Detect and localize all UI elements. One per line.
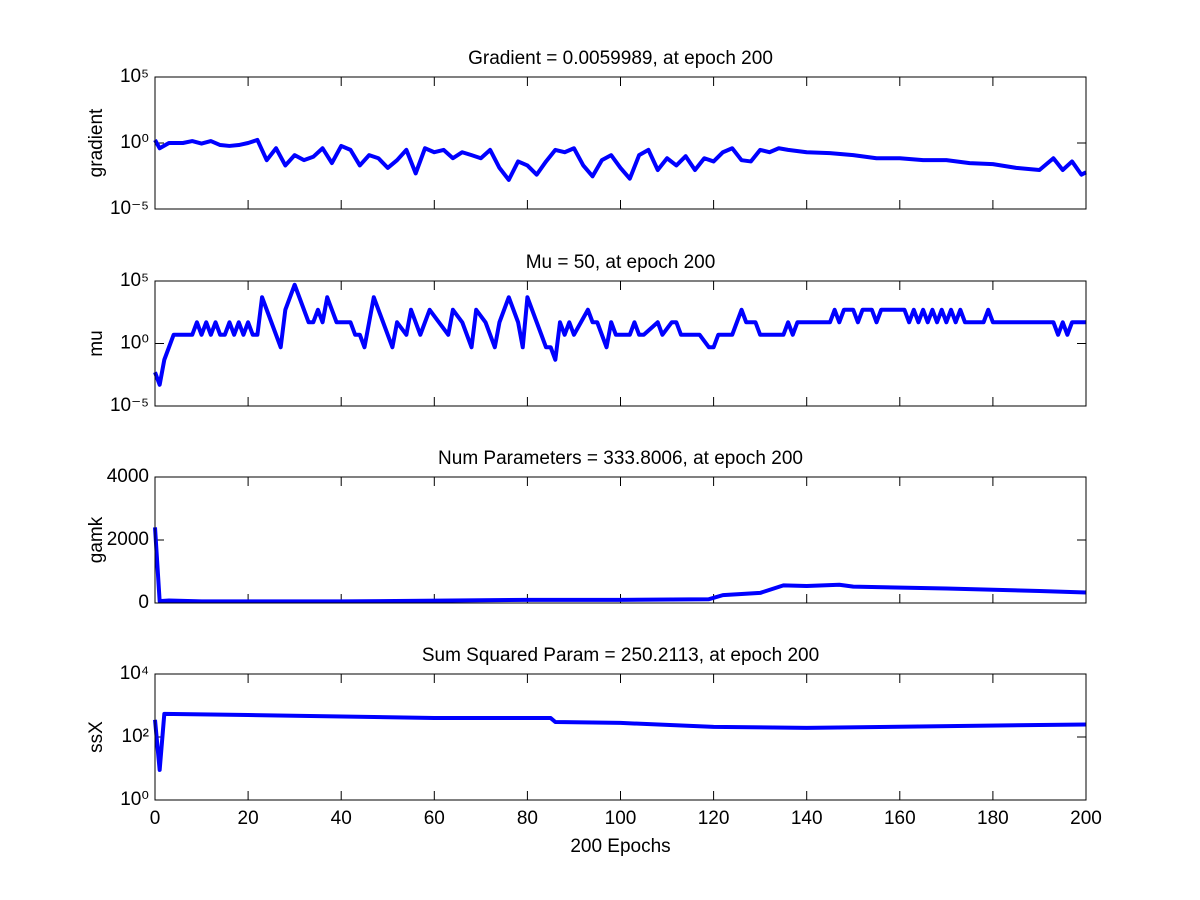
y-tick-label: 10⁰ (120, 789, 149, 810)
x-tick-label: 60 (424, 808, 445, 829)
axes-frame (154, 476, 1087, 604)
axes-frame (154, 673, 1087, 801)
y-tick-label: 10⁻⁵ (110, 198, 149, 219)
y-tick-label: 0 (138, 592, 149, 613)
y-axis-label: mu (86, 330, 107, 356)
axes-box (155, 477, 1086, 603)
chart-title: Sum Squared Param = 250.2113, at epoch 2… (422, 645, 819, 666)
x-tick-label: 80 (517, 808, 538, 829)
x-axis-label: 200 Epochs (570, 836, 670, 857)
axes-box (155, 281, 1086, 406)
y-tick-label: 4000 (107, 466, 149, 487)
y-tick-label: 10⁵ (120, 270, 149, 291)
axes-box (155, 674, 1086, 800)
x-tick-label: 120 (698, 808, 730, 829)
x-tick-label: 100 (605, 808, 637, 829)
y-tick-label: 10⁴ (120, 663, 149, 684)
data-line (153, 711, 1087, 772)
chart-title: Num Parameters = 333.8006, at epoch 200 (438, 448, 803, 469)
axes-frame (154, 280, 1087, 407)
x-tick-label: 0 (150, 808, 161, 829)
y-axis-label: gradient (86, 108, 107, 177)
y-tick-label: 10⁰ (120, 333, 149, 354)
chart-title: Gradient = 0.0059989, at epoch 200 (468, 48, 773, 69)
x-tick-label: 200 (1070, 808, 1102, 829)
y-tick-label: 10² (122, 726, 149, 747)
y-tick-label: 2000 (107, 529, 149, 550)
axes-frame (154, 76, 1087, 210)
data-line (153, 527, 1087, 604)
data-line (153, 137, 1087, 182)
y-tick-label: 10⁻⁵ (110, 395, 149, 416)
x-tick-label: 180 (977, 808, 1009, 829)
x-tick-label: 160 (884, 808, 916, 829)
data-line (153, 282, 1086, 387)
y-axis-label: ssX (86, 721, 107, 753)
x-tick-label: 40 (331, 808, 352, 829)
y-tick-label: 10⁵ (120, 66, 149, 87)
chart-title: Mu = 50, at epoch 200 (526, 252, 716, 273)
y-tick-label: 10⁰ (120, 132, 149, 153)
x-tick-label: 20 (238, 808, 259, 829)
y-axis-label: gamk (86, 516, 107, 563)
x-tick-label: 140 (791, 808, 823, 829)
axes-box (155, 77, 1086, 209)
